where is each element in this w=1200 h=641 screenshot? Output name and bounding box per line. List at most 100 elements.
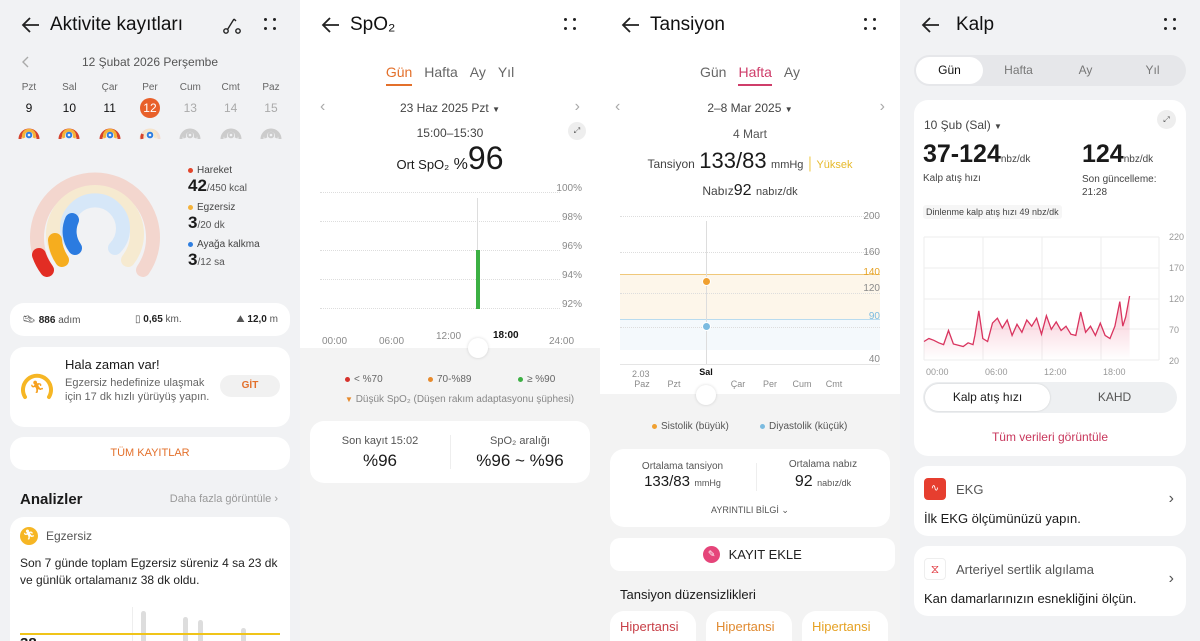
systolic-point[interactable] bbox=[702, 277, 711, 286]
tab-month[interactable]: Ay bbox=[469, 64, 486, 80]
date-selector[interactable]: 10 Şub (Sal) ▼ bbox=[924, 118, 1002, 132]
exercise-card-body: Son 7 günde toplam Egzersiz süreniz 4 sa… bbox=[20, 556, 278, 587]
tab-day[interactable]: Gün bbox=[916, 57, 983, 84]
period-tabs: Gün Hafta Ay Yıl bbox=[300, 64, 600, 86]
hr-latest: 124nbz/dk bbox=[1082, 140, 1154, 168]
arterial-stiffness-card[interactable]: ⧖ Arteriyel sertlik algılama Kan damarla… bbox=[914, 546, 1186, 616]
route-icon[interactable] bbox=[222, 15, 242, 35]
view-all-link[interactable]: Tüm verileri görüntüle bbox=[991, 430, 1109, 444]
spo2-bar[interactable] bbox=[476, 250, 480, 309]
expand-icon[interactable]: ⤢ bbox=[1157, 110, 1176, 129]
day-column[interactable]: Cmt 14 bbox=[214, 82, 248, 142]
add-record-button[interactable]: ✎ KAYIT EKLE bbox=[610, 538, 895, 571]
irregular-card[interactable]: Hipertansi bbox=[706, 611, 792, 641]
exercise-icon: 🏃︎ bbox=[20, 527, 38, 545]
ayaga-label: Ayağa kalkma bbox=[197, 239, 260, 250]
irregular-card-label: Hipertansi bbox=[716, 619, 775, 634]
prev-icon[interactable]: ‹ bbox=[320, 98, 326, 115]
activity-rings-chart bbox=[30, 172, 160, 277]
svg-text:18:00: 18:00 bbox=[1103, 367, 1126, 375]
day-number: 12 bbox=[139, 98, 160, 118]
svg-text:220: 220 bbox=[1169, 232, 1184, 242]
tab-day[interactable]: Gün bbox=[385, 64, 413, 86]
exercise-card-title: Egzersiz bbox=[46, 529, 93, 543]
day-number: 13 bbox=[183, 101, 197, 115]
day-name: Per bbox=[142, 82, 158, 93]
next-icon[interactable]: › bbox=[879, 98, 885, 115]
tab-week[interactable]: Hafta bbox=[1004, 63, 1033, 77]
day-name: Çar bbox=[101, 82, 118, 93]
selected-date[interactable]: 12 Şubat 2026 Perşembe bbox=[81, 55, 219, 69]
tab-year[interactable]: Yıl bbox=[497, 64, 515, 80]
all-records-button[interactable]: TÜM KAYITLAR bbox=[10, 437, 290, 470]
view-more-link[interactable]: Daha fazla görüntüle › bbox=[169, 493, 278, 505]
more-options-icon[interactable] bbox=[562, 16, 578, 32]
day-column[interactable]: Pzt 9 bbox=[12, 82, 46, 142]
pulse-reading: Nabız92 nabız/dk bbox=[702, 182, 798, 199]
date-selector[interactable]: 2–8 Mar 2025 ▼ bbox=[707, 101, 793, 115]
bp-reading: Tansiyon 133/83 mmHg | Yüksek bbox=[647, 148, 853, 173]
exercise-analysis-card[interactable]: 🏃︎ Egzersiz Son 7 günde toplam Egzersiz … bbox=[10, 517, 290, 641]
details-toggle[interactable]: AYRINTILI BİLGİ ⌄ bbox=[711, 505, 789, 515]
header: Tansiyon bbox=[600, 0, 900, 52]
page-title: SpO₂ bbox=[350, 14, 396, 35]
more-options-icon[interactable] bbox=[862, 16, 878, 32]
go-button[interactable]: GİT bbox=[220, 375, 280, 397]
toggle-hrv[interactable]: KAHD bbox=[1097, 390, 1132, 404]
timeline-scrubber[interactable] bbox=[696, 385, 716, 405]
tab-month[interactable]: Ay bbox=[1078, 63, 1093, 77]
irregular-title: Tansiyon düzensizlikleri bbox=[620, 587, 756, 602]
chevron-right-icon: › bbox=[1168, 490, 1174, 507]
irregular-card[interactable]: Hipertansi bbox=[610, 611, 696, 641]
mini-ring-icon bbox=[18, 128, 40, 140]
day-column[interactable]: Cum 13 bbox=[173, 82, 207, 142]
next-icon[interactable]: › bbox=[574, 98, 580, 115]
day-column[interactable]: Paz 15 bbox=[254, 82, 288, 142]
shoe-icon: 👟︎ bbox=[22, 314, 36, 326]
timeline-scrubber[interactable] bbox=[468, 338, 488, 358]
day-tick: Pzt bbox=[667, 379, 681, 389]
more-options-icon[interactable] bbox=[262, 16, 278, 32]
svg-text:170: 170 bbox=[1169, 263, 1184, 273]
day-name: Paz bbox=[262, 82, 280, 93]
toggle-heart-rate[interactable]: Kalp atış hızı bbox=[925, 384, 1050, 411]
climb-stat: ⛰︎ 12,0 m bbox=[236, 314, 278, 325]
hareket-dot bbox=[188, 167, 193, 173]
avg-bp-value: 133/83 mmHg bbox=[644, 473, 721, 490]
tab-week[interactable]: Hafta bbox=[424, 64, 458, 80]
back-arrow-icon[interactable] bbox=[320, 14, 342, 36]
irregular-card[interactable]: Hipertansi bbox=[802, 611, 888, 641]
heart-rate-chart[interactable]: 220 170 120 70 20 00:00 06:00 12:00 18:00 bbox=[914, 225, 1186, 375]
tab-year[interactable]: Yıl bbox=[1145, 63, 1160, 77]
back-arrow-icon[interactable] bbox=[920, 14, 942, 36]
day-tick: Paz bbox=[634, 379, 650, 389]
day-column[interactable]: Per 12 bbox=[133, 82, 167, 142]
back-arrow-icon[interactable] bbox=[20, 14, 42, 36]
ayaga-goal: /12 sa bbox=[197, 257, 225, 268]
average-value: 38 bbox=[20, 635, 37, 641]
ekg-card[interactable]: ∿ EKG İlk EKG ölçümünüzü yapın. › bbox=[914, 466, 1186, 536]
tab-day[interactable]: Gün bbox=[699, 64, 727, 80]
map-icon: ▯ bbox=[135, 314, 141, 325]
more-options-icon[interactable] bbox=[1162, 16, 1178, 32]
chevron-down-icon: ⌄ bbox=[781, 505, 789, 515]
back-arrow-icon[interactable] bbox=[620, 14, 642, 36]
prev-icon[interactable]: ‹ bbox=[615, 98, 621, 115]
ayaga-dot bbox=[188, 241, 193, 247]
day-column[interactable]: Sal 10 bbox=[52, 82, 86, 142]
exercise-mini-chart bbox=[132, 607, 282, 641]
date-selector[interactable]: 23 Haz 2025 Pzt ▼ bbox=[400, 101, 500, 115]
day-tick: Cmt bbox=[825, 379, 843, 389]
day-number: 14 bbox=[223, 101, 238, 115]
diastolic-point[interactable] bbox=[702, 322, 711, 331]
tab-week[interactable]: Hafta bbox=[738, 64, 773, 86]
day-column[interactable]: Çar 11 bbox=[93, 82, 127, 142]
bp-summary-card: Ortalama tansiyon 133/83 mmHg Ortalama n… bbox=[610, 449, 890, 527]
reminder-card: 🏃︎ Hala zaman var! Egzersiz hedefinize u… bbox=[10, 347, 290, 427]
tab-month[interactable]: Ay bbox=[783, 64, 801, 80]
first-date-tick: 2.03 bbox=[632, 369, 650, 379]
mini-ring-icon bbox=[260, 128, 282, 140]
expand-icon[interactable]: ⤢ bbox=[568, 122, 586, 140]
record-icon: ✎ bbox=[703, 546, 721, 564]
previous-date-icon[interactable] bbox=[20, 55, 32, 69]
